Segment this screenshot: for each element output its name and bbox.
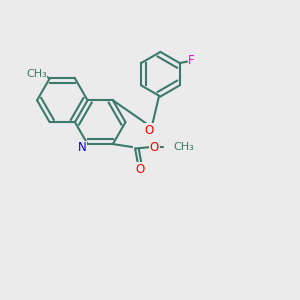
Text: N: N	[78, 141, 87, 154]
Text: O: O	[135, 163, 145, 176]
Text: F: F	[188, 54, 195, 67]
Text: O: O	[145, 124, 154, 136]
Text: CH₃: CH₃	[173, 142, 194, 152]
Text: CH₃: CH₃	[26, 69, 47, 79]
Text: O: O	[150, 140, 159, 154]
